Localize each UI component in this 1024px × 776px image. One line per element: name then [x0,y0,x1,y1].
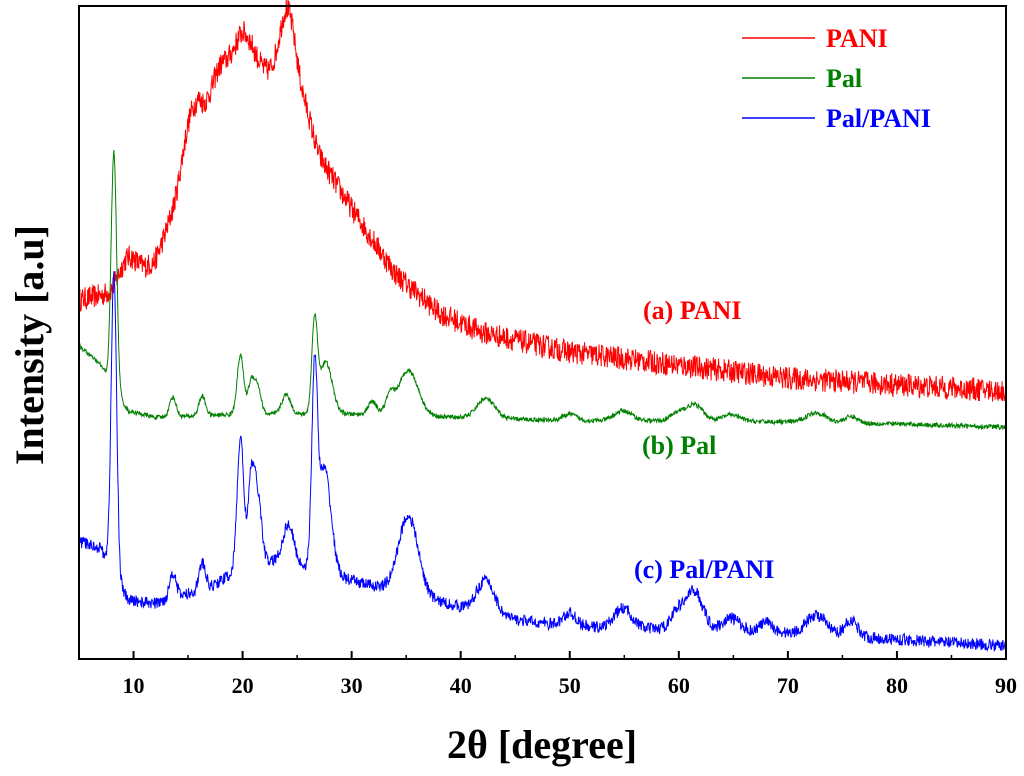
x-tick-label: 40 [450,673,472,698]
annotation-pani: (a) PANI [643,296,741,325]
plot-frame [78,5,1007,660]
series-line-pal [78,149,1007,431]
annotation-pal-pani: (c) Pal/PANI [634,555,774,584]
series-line-pani [78,0,1007,402]
series-line-pal-pani [78,271,1007,653]
legend-label-pal-pani: Pal/PANI [826,104,931,133]
x-tick-label: 20 [232,673,254,698]
legend-label-pal: Pal [826,64,862,93]
x-axis-title: 2θ [degree] [447,722,637,767]
x-tick-label: 30 [341,673,363,698]
x-tick-label: 60 [668,673,690,698]
x-tick-label: 10 [123,673,145,698]
y-axis-title: Intensity [a.u] [7,225,52,465]
x-tick-label: 50 [559,673,581,698]
series-layer [78,0,1007,653]
legend: PANI Pal Pal/PANI [742,24,931,133]
x-tick-label: 70 [777,673,799,698]
x-ticks: 10 20 30 40 50 60 70 80 90 [78,651,1017,698]
x-tick-label: 80 [886,673,908,698]
legend-label-pani: PANI [826,24,888,53]
x-tick-label: 90 [995,673,1017,698]
annotation-pal: (b) Pal [642,431,716,460]
